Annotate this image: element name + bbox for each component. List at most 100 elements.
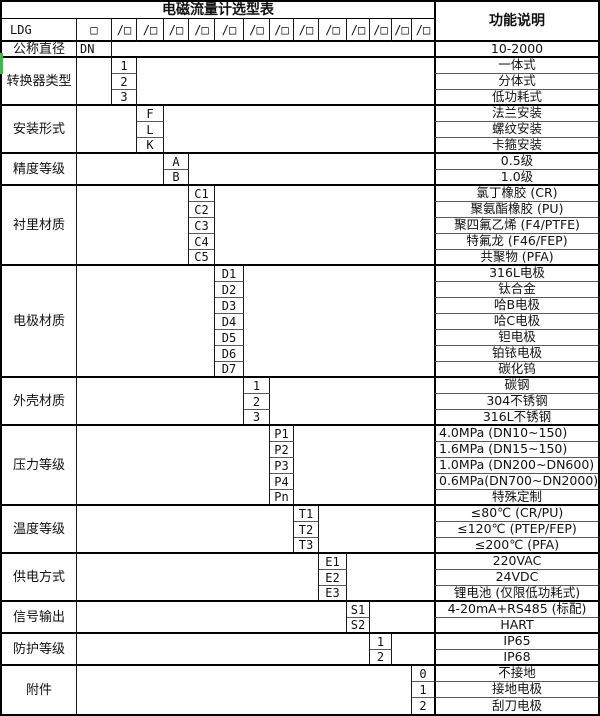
code-cell: 2	[112, 74, 137, 90]
desc-cell: HART	[434, 618, 598, 634]
code-cell: F	[137, 106, 164, 122]
desc-cell: 刮刀电极	[434, 698, 598, 714]
code-cell: P3	[270, 458, 294, 474]
model-slot-cell: /□	[294, 19, 319, 42]
group-left-spacer	[77, 634, 370, 666]
desc-cell: 特氟龙 (F46/FEP)	[434, 234, 598, 250]
desc-cell: 接地电极	[434, 682, 598, 698]
code-cell: S1	[347, 602, 370, 618]
desc-cell: ≤120℃ (PTEP/FEP)	[434, 522, 598, 538]
desc-cell: 共聚物 (PFA)	[434, 250, 598, 266]
code-cell: 1	[412, 682, 434, 698]
desc-cell: 4.0MPa (DN10~150)	[434, 426, 598, 442]
model-slot-cell: /□	[347, 19, 370, 42]
group-left-spacer	[77, 106, 137, 154]
model-slot-cell: /□	[137, 19, 164, 42]
desc-cell: 钛合金	[434, 282, 598, 298]
group-label: 衬里材质	[2, 186, 77, 266]
code-cell: L	[137, 122, 164, 138]
code-cell: DN	[77, 42, 112, 58]
code-cell: 3	[244, 410, 270, 426]
code-cell: D6	[215, 346, 244, 362]
model-slot-cell: /□	[270, 19, 294, 42]
group-right-spacer	[112, 42, 434, 58]
desc-cell: 特殊定制	[434, 490, 598, 506]
group-label: 外壳材质	[2, 378, 77, 426]
desc-cell: 螺纹安装	[434, 122, 598, 138]
model-slot-cell: /□	[244, 19, 270, 42]
desc-cell: 1.6MPa (DN15~150)	[434, 442, 598, 458]
group-left-spacer	[77, 154, 164, 186]
group-left-spacer	[77, 58, 112, 106]
green-artifact	[0, 53, 3, 74]
group-label: 防护等级	[2, 634, 77, 666]
code-cell: C4	[189, 234, 215, 250]
desc-cell: 碳钢	[434, 378, 598, 394]
model-slot-cell: /□	[215, 19, 244, 42]
desc-cell: 304不锈钢	[434, 394, 598, 410]
desc-cell: 聚四氟乙烯 (F4/PTFE)	[434, 218, 598, 234]
desc-cell: 锂电池 (仅限低功耗式)	[434, 586, 598, 602]
group-label: 压力等级	[2, 426, 77, 506]
group-label: 精度等级	[2, 154, 77, 186]
desc-cell: 低功耗式	[434, 90, 598, 106]
group-left-spacer	[77, 426, 270, 506]
code-cell: E1	[319, 554, 347, 570]
code-cell: D4	[215, 314, 244, 330]
desc-cell: ≤80℃ (CR/PU)	[434, 506, 598, 522]
group-left-spacer	[77, 266, 215, 378]
group-left-spacer	[77, 506, 294, 554]
code-cell: P4	[270, 474, 294, 490]
model-slot-cell: /□	[319, 19, 347, 42]
group-label: 安装形式	[2, 106, 77, 154]
code-cell: C1	[189, 186, 215, 202]
desc-cell: 220VAC	[434, 554, 598, 570]
group-right-spacer	[189, 154, 434, 186]
code-cell: 0	[412, 666, 434, 682]
group-left-spacer	[77, 378, 244, 426]
desc-cell: 0.6MPa(DN700~DN2000)	[434, 474, 598, 490]
desc-cell: 4-20mA+RS485 (标配)	[434, 602, 598, 618]
desc-cell: 24VDC	[434, 570, 598, 586]
page-title: 电磁流量计选型表	[2, 2, 434, 19]
code-cell: D1	[215, 266, 244, 282]
desc-cell: IP68	[434, 650, 598, 666]
code-cell: D7	[215, 362, 244, 378]
code-cell: Pn	[270, 490, 294, 506]
code-cell: T1	[294, 506, 319, 522]
desc-cell: 316L电极	[434, 266, 598, 282]
function-column-header: 功能说明	[434, 2, 598, 42]
group-right-spacer	[294, 426, 434, 506]
code-cell: S2	[347, 618, 370, 634]
group-right-spacer	[319, 506, 434, 554]
group-label: 信号输出	[2, 602, 77, 634]
code-cell: D3	[215, 298, 244, 314]
model-first-box-cell: □	[77, 19, 112, 42]
code-cell: D5	[215, 330, 244, 346]
code-cell: 2	[419, 699, 427, 713]
code-cell: 2	[244, 394, 270, 410]
desc-cell: 铂铱电极	[434, 346, 598, 362]
desc-cell: 钽电极	[434, 330, 598, 346]
code-cell: E2	[319, 570, 347, 586]
desc-cell: 卡箍安装	[434, 138, 598, 154]
group-right-spacer	[392, 634, 434, 666]
model-slot-cell: /□	[370, 19, 392, 42]
group-right-spacer	[370, 602, 434, 634]
code-cell: 1	[370, 634, 392, 650]
group-label: 电极材质	[2, 266, 77, 378]
desc-cell: 聚氨酯橡胶 (PU)	[434, 202, 598, 218]
group-left-spacer	[77, 666, 412, 714]
desc-cell: 法兰安装	[434, 106, 598, 122]
group-label: 公称直径	[2, 42, 77, 58]
desc-cell: 1.0MPa (DN200~DN600)	[434, 458, 598, 474]
model-slot-cell: /□	[164, 19, 189, 42]
code-cell: 3	[112, 90, 137, 106]
model-slot-cell: /□	[112, 19, 137, 42]
code-cell: E3	[319, 586, 347, 602]
model-prefix-cell: LDG	[2, 19, 77, 42]
code-cell: P2	[270, 442, 294, 458]
model-slot-cell: /□	[189, 19, 215, 42]
code-cell: T2	[294, 522, 319, 538]
